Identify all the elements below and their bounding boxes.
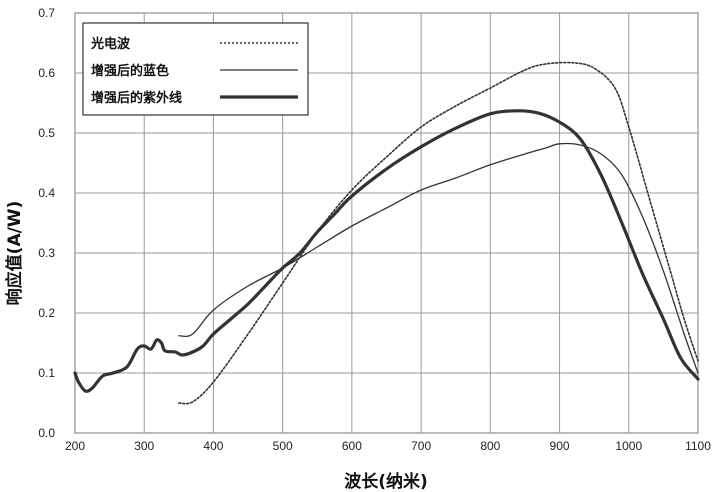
x-tick-label: 400: [203, 439, 223, 453]
series-layer: [73, 61, 700, 405]
legend-label-photodiode: 光电波: [90, 36, 131, 52]
ticks-layer: 200 300 400 500 600 700 800 900 1000 1100 0.0 0.1 0.…: [38, 6, 711, 453]
legend-box: [82, 22, 309, 116]
series-line-photodiode: [178, 61, 699, 405]
x-tick-label: 200: [65, 439, 85, 453]
x-tick-label: 900: [550, 439, 570, 453]
y-tick-label: 0.3: [38, 246, 55, 260]
x-tick-label: 300: [134, 439, 154, 453]
y-tick-label: 0.7: [38, 6, 55, 20]
x-axis-title: 波长(纳米): [344, 471, 428, 492]
series-line-enhanced-blue: [178, 142, 699, 374]
x-tick-label: 1000: [615, 439, 642, 453]
series-line-enhanced-uv: [73, 109, 700, 393]
y-axis-title: 响应值(A/W): [4, 201, 25, 306]
y-tick-label: 0.0: [38, 426, 55, 440]
y-tick-label: 0.4: [38, 186, 55, 200]
y-tick-label: 0.5: [38, 126, 55, 140]
legend-label-enhanced-blue: 增强后的蓝色: [91, 63, 169, 79]
x-tick-label: 1100: [685, 439, 711, 453]
x-tick-label: 600: [342, 439, 362, 453]
y-tick-label: 0.1: [38, 366, 55, 380]
legend-label-enhanced-uv: 增强后的紫外线: [91, 90, 182, 106]
y-tick-label: 0.6: [38, 66, 55, 80]
x-tick-label: 500: [273, 439, 293, 453]
x-tick-label: 800: [480, 439, 500, 453]
y-tick-label: 0.2: [38, 306, 55, 320]
x-tick-label: 700: [411, 439, 431, 453]
